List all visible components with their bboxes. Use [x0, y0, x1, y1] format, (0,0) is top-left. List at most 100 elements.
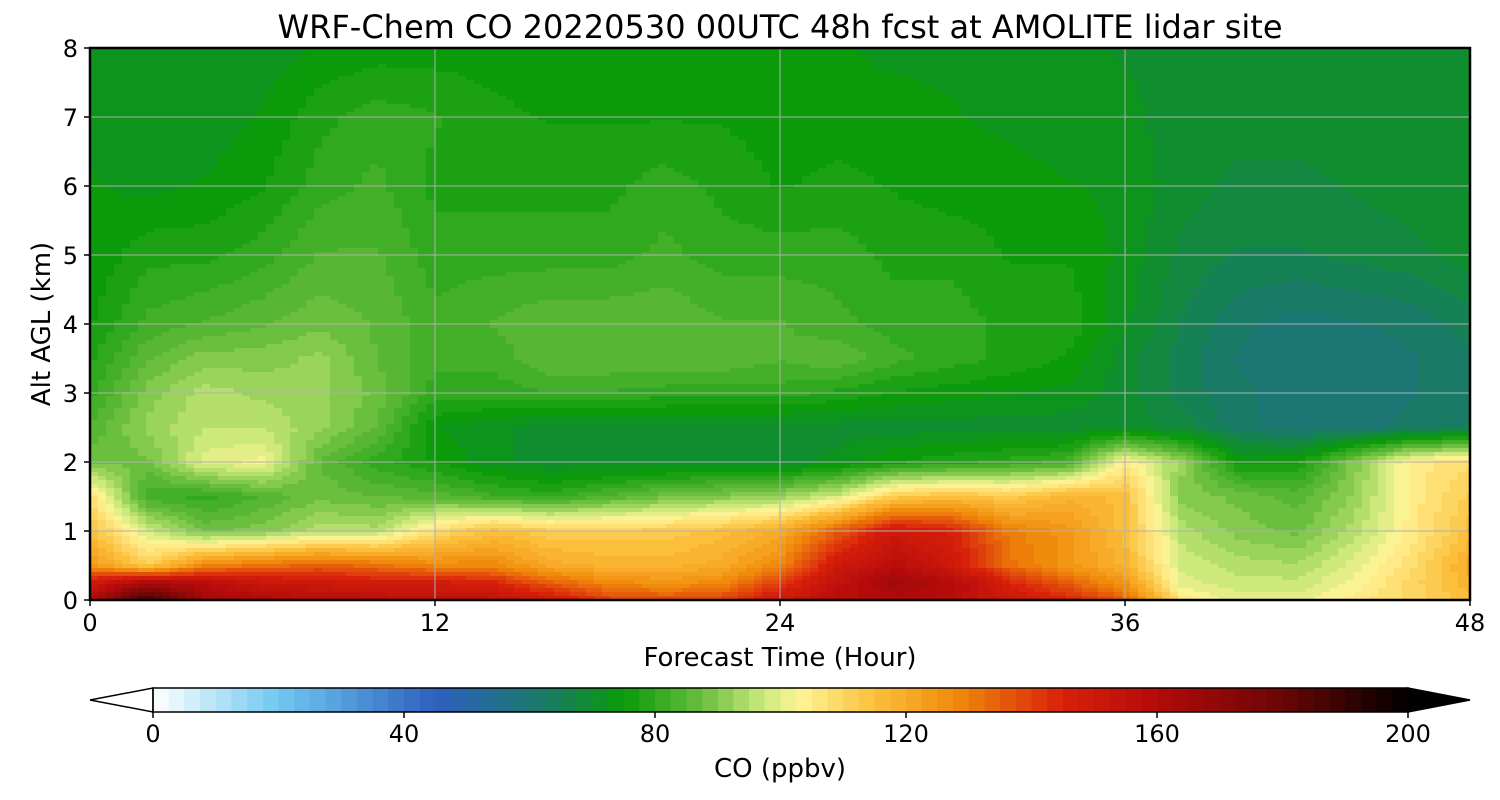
heat-cell: [370, 116, 379, 121]
heat-cell: [850, 148, 859, 153]
heat-cell: [618, 60, 627, 65]
heat-cell: [850, 136, 859, 141]
heat-cell: [1250, 80, 1259, 85]
heat-cell: [762, 48, 771, 53]
heat-cell: [786, 52, 795, 57]
heat-cell: [1378, 56, 1387, 61]
heat-cell: [698, 96, 707, 101]
heat-cell: [946, 120, 955, 125]
heat-cell: [1042, 96, 1051, 101]
heat-cell: [370, 104, 379, 109]
heat-cell: [1010, 128, 1019, 133]
heat-cell: [1170, 160, 1179, 165]
heat-cell: [922, 128, 931, 133]
heat-cell: [1050, 132, 1059, 137]
heat-cell: [690, 140, 699, 145]
heat-cell: [1018, 100, 1027, 105]
heat-cell: [482, 152, 491, 157]
heat-cell: [826, 60, 835, 65]
heat-cell: [338, 76, 347, 81]
heat-cell: [1130, 68, 1139, 73]
heat-cell: [1106, 100, 1115, 105]
heat-cell: [130, 104, 139, 109]
heat-cell: [138, 116, 147, 121]
heat-cell: [1258, 124, 1267, 129]
heat-cell: [706, 144, 715, 149]
heat-cell: [722, 52, 731, 57]
heat-cell: [506, 112, 515, 117]
heat-cell: [770, 52, 779, 57]
heat-cell: [954, 124, 963, 129]
heat-cell: [114, 60, 123, 65]
heat-cell: [602, 104, 611, 109]
heat-cell: [1418, 104, 1427, 109]
heat-cell: [122, 128, 131, 133]
heat-cell: [754, 56, 763, 61]
heat-cell: [994, 136, 1003, 141]
heat-cell: [1282, 120, 1291, 125]
heat-cell: [650, 160, 659, 165]
heat-cell: [202, 152, 211, 157]
heat-cell: [1410, 156, 1419, 161]
heat-cell: [498, 148, 507, 153]
heat-cell: [1394, 116, 1403, 121]
heat-cell: [1394, 52, 1403, 57]
heat-cell: [1306, 156, 1315, 161]
heat-cell: [258, 104, 267, 109]
heat-cell: [1346, 96, 1355, 101]
heat-cell: [1466, 68, 1470, 73]
heat-cell: [1042, 48, 1051, 53]
heat-cell: [322, 64, 331, 69]
heat-cell: [1274, 132, 1283, 137]
heat-cell: [626, 52, 635, 57]
heat-cell: [330, 48, 339, 53]
heat-cell: [266, 120, 275, 125]
heat-cell: [1298, 104, 1307, 109]
heat-cell: [1338, 116, 1347, 121]
heat-cell: [994, 144, 1003, 149]
heat-cell: [1154, 88, 1163, 93]
heat-cell: [1250, 160, 1259, 165]
heat-cell: [770, 68, 779, 73]
heat-cell: [890, 80, 899, 85]
heat-cell: [586, 76, 595, 81]
heat-cell: [962, 108, 971, 113]
heat-cell: [666, 48, 675, 53]
heat-cell: [778, 80, 787, 85]
heat-cell: [466, 64, 475, 69]
heat-cell: [1322, 144, 1331, 149]
heat-cell: [1194, 132, 1203, 137]
heat-cell: [530, 148, 539, 153]
heat-cell: [1466, 116, 1470, 121]
heat-cell: [1450, 60, 1459, 65]
heat-cell: [314, 72, 323, 77]
heat-cell: [1450, 116, 1459, 121]
heat-cell: [186, 148, 195, 153]
heat-cell: [970, 88, 979, 93]
heat-cell: [458, 108, 467, 113]
heat-cell: [890, 48, 899, 53]
heat-cell: [922, 104, 931, 109]
heat-cell: [1394, 112, 1403, 117]
heat-cell: [866, 128, 875, 133]
heat-cell: [1450, 80, 1459, 85]
heat-cell: [146, 132, 155, 137]
heat-cell: [658, 60, 667, 65]
heat-cell: [818, 80, 827, 85]
heat-cell: [954, 56, 963, 61]
heat-cell: [242, 108, 251, 113]
heat-cell: [1202, 160, 1211, 165]
heat-cell: [1338, 80, 1347, 85]
heat-cell: [770, 72, 779, 77]
heat-cell: [882, 104, 891, 109]
heat-cell: [786, 72, 795, 77]
heat-cell: [650, 52, 659, 57]
heat-cell: [466, 136, 475, 141]
heat-cell: [530, 112, 539, 117]
heat-cell: [650, 132, 659, 137]
heat-cell: [218, 128, 227, 133]
heat-cell: [1138, 52, 1147, 57]
heat-cell: [818, 68, 827, 73]
heat-cell: [362, 108, 371, 113]
heat-cell: [1218, 104, 1227, 109]
